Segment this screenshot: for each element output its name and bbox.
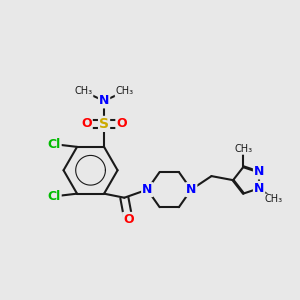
Text: N: N [99, 94, 109, 107]
Text: S: S [99, 117, 109, 131]
Text: N: N [186, 183, 196, 196]
Text: CH₃: CH₃ [115, 86, 134, 97]
Text: Cl: Cl [47, 190, 61, 203]
Text: CH₃: CH₃ [75, 86, 93, 97]
Text: Cl: Cl [47, 138, 61, 151]
Text: CH₃: CH₃ [265, 194, 283, 204]
Text: N: N [254, 182, 264, 195]
Text: O: O [123, 213, 134, 226]
Text: N: N [254, 166, 264, 178]
Text: N: N [142, 183, 152, 196]
Text: O: O [81, 117, 92, 130]
Text: CH₃: CH₃ [234, 144, 253, 154]
Text: O: O [116, 117, 127, 130]
